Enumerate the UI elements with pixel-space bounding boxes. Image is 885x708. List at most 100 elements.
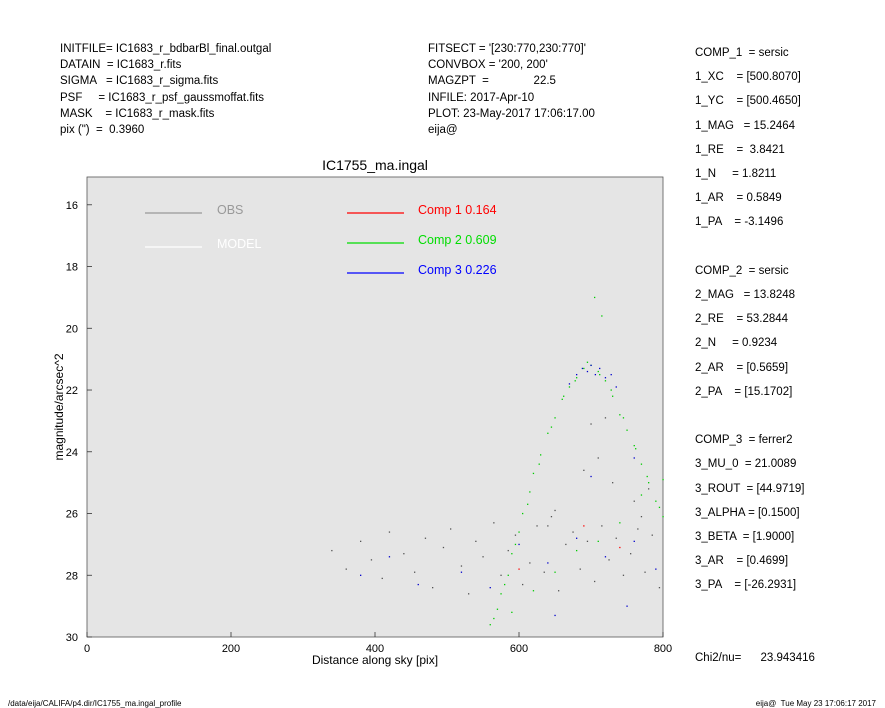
data-point-comp-2 (532, 472, 535, 475)
data-point-comp-2 (538, 463, 540, 465)
data-point-comp-2 (626, 429, 628, 431)
data-point-comp-2 (594, 296, 596, 299)
data-point-comp-2 (493, 617, 495, 620)
plot-area (86, 176, 664, 638)
data-point-obs (554, 509, 556, 512)
data-point-obs (414, 571, 416, 573)
data-point-comp-2 (518, 531, 520, 533)
x-tick-label: 400 (366, 643, 384, 655)
data-point-obs (522, 583, 524, 586)
data-point-obs (644, 571, 646, 573)
header-left-line: PSF = IC1683_r_psf_gaussmoffat.fits (60, 91, 265, 104)
data-point-comp-3 (626, 605, 628, 607)
data-point-comp-2 (507, 574, 509, 576)
data-point-obs (536, 525, 538, 527)
data-point-obs (630, 553, 632, 555)
param-line: COMP_3 = ferrer2 (695, 434, 793, 447)
data-point-obs (500, 574, 502, 576)
data-point-comp-2 (640, 494, 643, 496)
data-point-comp-2 (622, 417, 625, 419)
param-line: 1_YC = [500.4650] (695, 95, 801, 108)
param-line: 2_PA = [15.1702] (695, 385, 793, 398)
data-point-obs (460, 565, 463, 567)
legend-label: Comp 1 0.164 (418, 203, 497, 217)
data-point-comp-2 (529, 491, 531, 493)
data-point-obs (360, 540, 362, 542)
data-point-obs (579, 568, 581, 570)
data-point-comp-2 (640, 463, 643, 465)
y-tick-label: 28 (66, 570, 78, 582)
x-tick-label: 800 (654, 643, 672, 655)
param-line: 3_MU_0 = 21.0089 (695, 458, 797, 471)
data-point-comp-3 (518, 543, 520, 546)
data-point-obs (529, 562, 531, 564)
data-point-comp-2 (576, 549, 578, 552)
data-point-comp-3 (360, 574, 362, 576)
data-point-comp-2 (514, 543, 517, 546)
y-tick-label: 18 (66, 262, 78, 274)
param-line: 1_RE = 3.8421 (695, 143, 785, 156)
data-point-comp-2 (504, 583, 506, 586)
data-point-comp-2 (550, 426, 553, 428)
data-point-comp-3 (590, 364, 592, 367)
data-point-comp-2 (619, 414, 621, 416)
data-point-obs (572, 531, 574, 533)
data-point-comp-3 (568, 383, 571, 385)
data-point-comp-2 (568, 386, 571, 388)
data-point-comp-2 (540, 454, 542, 456)
param-line: 1_N = 1.8211 (695, 168, 777, 180)
data-point-obs (622, 574, 625, 576)
data-point-obs (403, 553, 405, 555)
data-point-comp-2 (511, 553, 513, 555)
data-point-comp-3 (547, 562, 549, 564)
data-point-obs (612, 482, 614, 484)
data-point-comp-3 (489, 587, 491, 589)
data-point-comp-1 (583, 525, 585, 527)
data-point-comp-2 (662, 478, 664, 481)
data-point-comp-3 (586, 370, 589, 373)
data-point-comp-2 (655, 500, 657, 502)
header-left-block: INITFILE= IC1683_r_bdbarBl_final.outgal D… (60, 41, 271, 138)
header-middle-block: FITSECT = '[230:770,230:770]' CONVBOX = '… (428, 41, 595, 138)
data-point-comp-2 (574, 380, 576, 382)
data-point-comp-2 (576, 377, 578, 379)
data-point-comp-3 (604, 377, 607, 379)
data-point-comp-3 (417, 583, 419, 586)
data-point-obs (514, 534, 517, 536)
data-point-comp-2 (547, 432, 549, 434)
data-point-obs (543, 571, 545, 573)
data-point-comp-2 (599, 373, 601, 376)
header-left-line: MASK = IC1683_r_mask.fits (60, 107, 215, 120)
data-point-comp-3 (581, 367, 584, 370)
data-point-comp-2 (563, 395, 565, 397)
data-point-comp-3 (576, 373, 578, 376)
legend-label: MODEL (217, 237, 262, 251)
data-point-comp-2 (604, 380, 607, 382)
legend-label: Comp 2 0.609 (418, 233, 497, 247)
header-mid-line: PLOT: 23-May-2017 17:06:17.00 (428, 107, 595, 120)
data-point-comp-2 (522, 512, 524, 515)
param-line: 3_AR = [0.4699] (695, 555, 789, 568)
data-point-comp-2 (658, 506, 661, 509)
data-point-comp-2 (648, 482, 650, 484)
data-point-obs (381, 577, 383, 580)
data-point-comp-2 (646, 475, 648, 478)
profile-chart: 0 200 400 600 800 16 18 20 22 24 26 28 30 Distance al… (52, 176, 672, 667)
x-axis-label: Distance along sky [pix] (312, 653, 438, 667)
header-left-line: SIGMA = IC1683_r_sigma.fits (60, 75, 219, 88)
x-tick-label: 200 (222, 643, 240, 655)
param-line: 3_ALPHA = [0.1500] (695, 506, 800, 519)
chart-title: IC1755_ma.ingal (322, 157, 428, 173)
header-mid-line: CONVBOX = '200, 200' (428, 59, 548, 72)
data-point-comp-2 (601, 315, 603, 317)
data-point-obs (586, 540, 589, 542)
data-point-comp-2 (662, 515, 664, 518)
data-point-comp-1 (619, 546, 621, 549)
data-point-comp-2 (597, 540, 599, 542)
data-point-obs (565, 543, 567, 546)
data-point-comp-3 (388, 556, 391, 558)
y-axis-label: magnitude/arcsec^2 (52, 353, 66, 460)
y-tick-label: 22 (66, 385, 78, 397)
data-point-comp-2 (612, 395, 614, 397)
data-point-comp-2 (496, 608, 499, 610)
